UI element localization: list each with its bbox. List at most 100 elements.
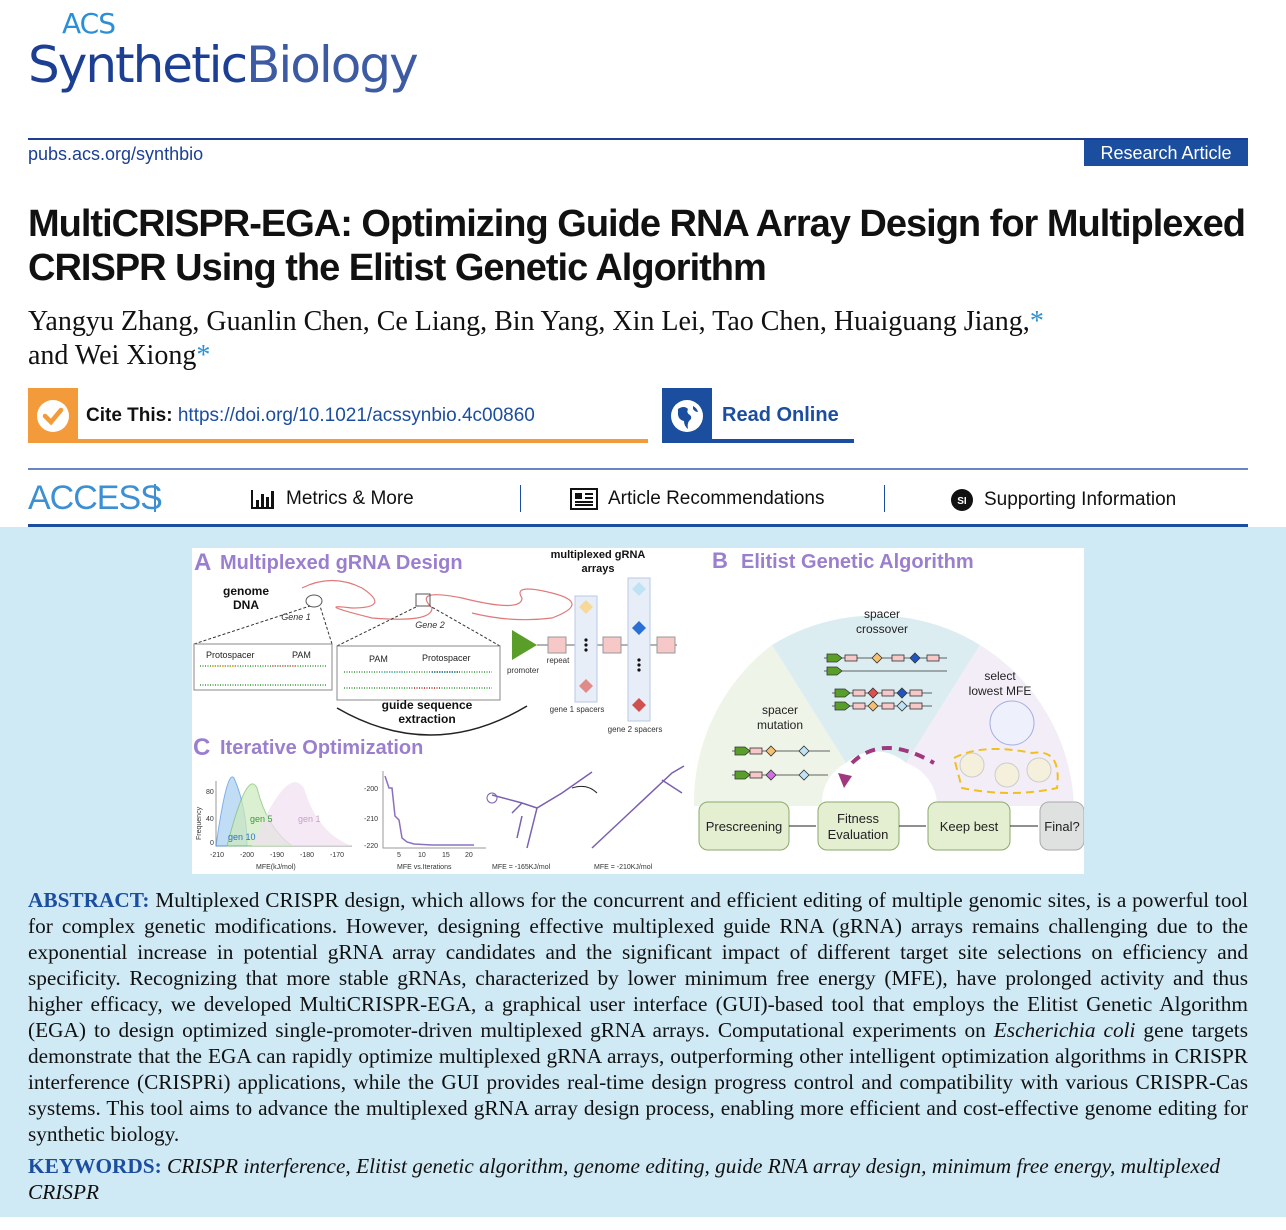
panel-b-letter: B xyxy=(712,548,728,573)
read-online-button[interactable]: Read Online xyxy=(662,388,854,443)
bar-chart-icon xyxy=(251,490,274,509)
panel-a-letter: A xyxy=(194,549,211,576)
pam-label: PAM xyxy=(292,650,311,660)
metrics-more-label: Metrics & More xyxy=(286,488,414,509)
legend-gen5: gen 5 xyxy=(250,814,273,824)
curve-xlabel: MFE vs.Iterations xyxy=(397,864,452,871)
supporting-information-label: Supporting Information xyxy=(984,489,1177,510)
panel-a: A Multiplexed gRNA Design xyxy=(194,549,463,576)
curve-xtick: 10 xyxy=(418,852,426,859)
genome-label: genome xyxy=(223,584,269,598)
hist-xtick: -210 xyxy=(210,852,224,859)
extraction-label-1: guide sequence xyxy=(382,698,473,712)
promoter-label: promoter xyxy=(507,666,539,675)
curve-xtick: 15 xyxy=(442,852,450,859)
abstract-text-1: Multiplexed CRISPR design, which allows … xyxy=(28,888,1248,1042)
gene2-spacers-label: gene 2 spacers xyxy=(608,725,663,734)
rna-structure-2 xyxy=(591,765,685,849)
mutation-label-1: spacer xyxy=(762,703,798,717)
gene1-spacers-label: gene 1 spacers xyxy=(550,705,605,714)
corresponding-mark[interactable]: * xyxy=(1029,306,1044,337)
rna-structure-1 xyxy=(491,771,593,849)
gene1-marker xyxy=(305,594,323,608)
extraction-arrow xyxy=(336,705,528,736)
article-recommendations-link[interactable]: Article Recommendations xyxy=(570,488,824,510)
crossover-label-2: crossover xyxy=(856,622,908,636)
access-bar: ACCESS Metrics & More Article Recommenda… xyxy=(0,468,1286,527)
logo-synthetic: Synthetic xyxy=(28,36,248,94)
logo-biology: Biology xyxy=(246,36,419,94)
logo-acs: ACS xyxy=(62,7,116,40)
workflow-steps: Prescreening Fitness Evaluation Keep bes… xyxy=(698,801,1085,851)
hist-gen1 xyxy=(252,782,352,846)
supporting-information-link[interactable]: SI Supporting Information xyxy=(950,488,1176,512)
panel-c-title: Iterative Optimization xyxy=(220,737,423,759)
access-separator xyxy=(884,485,885,512)
author-list: Yangyu Zhang, Guanlin Chen, Ce Liang, Bi… xyxy=(28,305,1208,373)
cite-label: Cite This: xyxy=(86,405,173,426)
toc-graphic: A Multiplexed gRNA Design genome DNA Gen… xyxy=(192,548,1085,874)
abstract-label: ABSTRACT: xyxy=(28,888,150,912)
step-fitness: Fitness xyxy=(837,811,879,826)
arrays-label-1: multiplexed gRNA xyxy=(551,549,646,561)
corresponding-mark[interactable]: * xyxy=(196,340,211,371)
hist-xtick: -200 xyxy=(240,852,254,859)
select-label-2: lowest MFE xyxy=(969,684,1032,698)
hist-xlabel: MFE(kJ/mol) xyxy=(256,864,296,871)
struct2-mfe: MFE = -210KJ/mol xyxy=(594,864,653,871)
abstract-species: Escherichia coli xyxy=(993,1018,1136,1042)
repeat-label: repeat xyxy=(547,656,570,665)
cite-this[interactable]: Cite This: https://doi.org/10.1021/acssy… xyxy=(28,388,648,443)
dna-box-gene1 xyxy=(193,643,333,691)
structure-arrow xyxy=(571,785,598,794)
access-label: ACCESS xyxy=(28,479,163,517)
header-rule xyxy=(28,138,1248,140)
doi-link[interactable]: https://doi.org/10.1021/acssynbio.4c0086… xyxy=(177,405,535,426)
authors-line-2: and Wei Xiong xyxy=(28,340,197,371)
article-type-badge: Research Article xyxy=(1084,140,1248,166)
best-population xyxy=(989,700,1035,746)
mfe-curve xyxy=(384,775,474,846)
metrics-more-link[interactable]: Metrics & More xyxy=(250,488,414,510)
si-badge-icon: SI xyxy=(951,489,973,511)
read-online-label: Read Online xyxy=(722,404,839,426)
curve-xtick: 20 xyxy=(465,852,473,859)
keywords-text: CRISPR interference, Elitist genetic alg… xyxy=(28,1154,1221,1204)
legend-gen1: gen 1 xyxy=(298,814,321,824)
article-recommendations-label: Article Recommendations xyxy=(608,488,825,509)
journal-url-link[interactable]: pubs.acs.org/synthbio xyxy=(28,144,204,164)
hist-xtick: -190 xyxy=(270,852,284,859)
hist-xtick: -170 xyxy=(330,852,344,859)
hist-ytick: 40 xyxy=(206,816,214,823)
globe-icon xyxy=(662,388,712,443)
crossover-arrays xyxy=(824,652,947,712)
panel-b-title: Elitist Genetic Algorithm xyxy=(741,551,974,573)
struct1-mfe: MFE = -165KJ/mol xyxy=(492,864,551,871)
panel-a-title: Multiplexed gRNA Design xyxy=(220,552,463,574)
mutation-sector xyxy=(693,645,846,806)
authors-line-1: Yangyu Zhang, Guanlin Chen, Ce Liang, Bi… xyxy=(28,306,1030,337)
step-evaluation: Evaluation xyxy=(828,827,889,842)
step-final: Final? xyxy=(1044,819,1079,834)
arrays-label-2: arrays xyxy=(581,563,614,575)
mutation-label-2: mutation xyxy=(757,718,803,732)
protospacer-label: Protospacer xyxy=(206,650,255,660)
keywords: KEYWORDS: CRISPR interference, Elitist g… xyxy=(28,1153,1248,1205)
svg-text:SI: SI xyxy=(957,496,967,507)
cite-row: Cite This: https://doi.org/10.1021/acssy… xyxy=(28,388,1286,447)
journal-logo[interactable]: ACS SyntheticBiology xyxy=(28,8,448,92)
protospacer-label: Protospacer xyxy=(422,653,471,663)
curve-axes xyxy=(382,771,486,849)
extraction-label-2: extraction xyxy=(398,712,455,726)
gene1-label: Gene 1 xyxy=(281,612,311,622)
step-keep-best: Keep best xyxy=(940,819,999,834)
panel-b: B Elitist Genetic Algorithm xyxy=(712,548,974,573)
gene2-marker xyxy=(415,593,431,607)
abstract-panel: A Multiplexed gRNA Design genome DNA Gen… xyxy=(0,527,1286,1217)
crossover-sector xyxy=(772,615,980,763)
access-rule-top xyxy=(28,468,1248,470)
keywords-label: KEYWORDS: xyxy=(28,1154,162,1178)
dna-box-gene2 xyxy=(336,645,501,701)
panel-c: C Iterative Optimization xyxy=(193,734,423,761)
newspaper-icon xyxy=(570,488,598,510)
